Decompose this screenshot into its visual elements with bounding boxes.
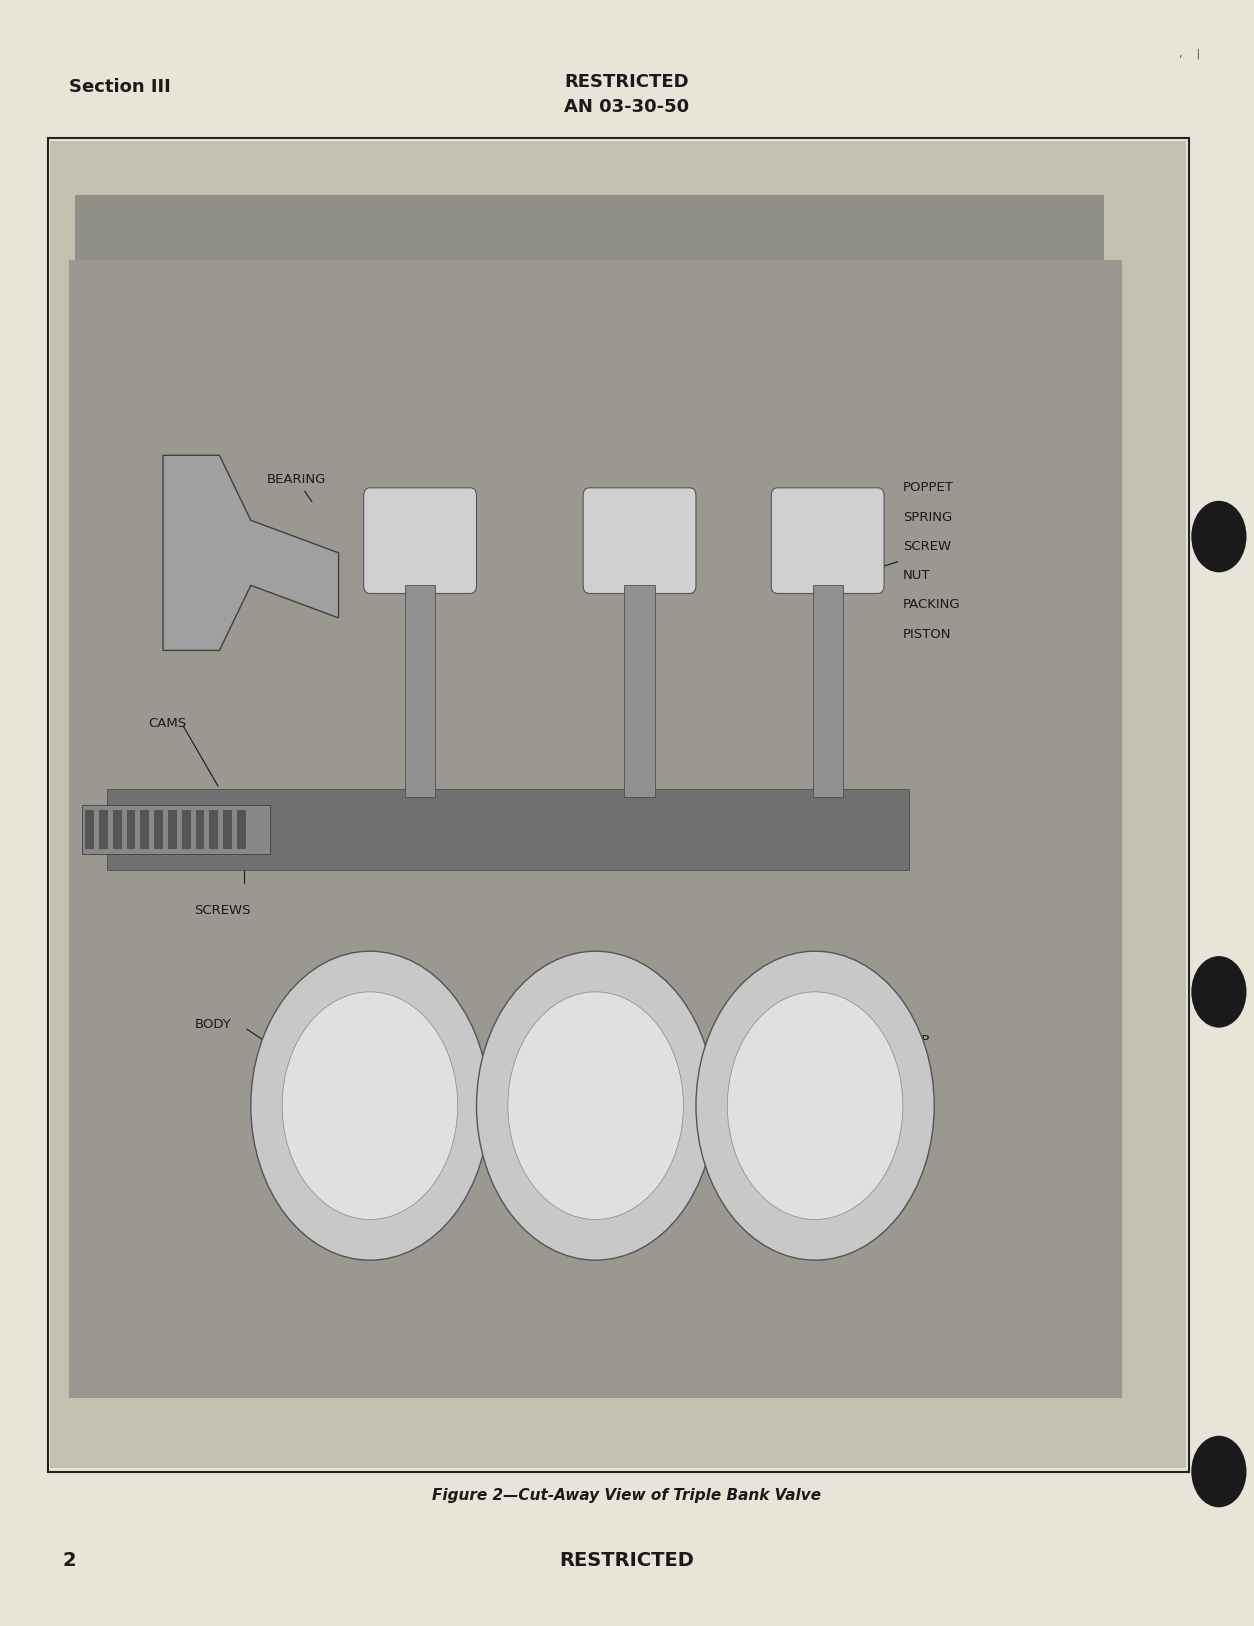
- Circle shape: [477, 951, 715, 1260]
- Bar: [624, 585, 655, 797]
- Text: 2: 2: [63, 1551, 76, 1571]
- Text: Section III: Section III: [69, 78, 171, 96]
- Circle shape: [251, 951, 489, 1260]
- Bar: [99, 810, 108, 849]
- Bar: [209, 810, 218, 849]
- Bar: [168, 810, 177, 849]
- Text: PACKING: PACKING: [903, 598, 961, 611]
- Text: BODY: BODY: [194, 1018, 231, 1031]
- Bar: [405, 585, 435, 797]
- Bar: [182, 810, 191, 849]
- Bar: [82, 805, 270, 854]
- Bar: [50, 141, 1186, 1468]
- Bar: [813, 585, 843, 797]
- Circle shape: [1191, 956, 1246, 1028]
- Polygon shape: [163, 455, 339, 650]
- Text: ,    |: , |: [1179, 49, 1200, 59]
- Circle shape: [1191, 501, 1246, 572]
- FancyBboxPatch shape: [107, 789, 909, 870]
- Text: PISTON: PISTON: [903, 628, 952, 641]
- Bar: [140, 810, 149, 849]
- Text: RESTRICTED: RESTRICTED: [559, 1551, 695, 1571]
- Text: NUT: NUT: [903, 569, 930, 582]
- Text: SPRING: SPRING: [903, 511, 952, 524]
- Bar: [154, 810, 163, 849]
- Circle shape: [1191, 1436, 1246, 1507]
- Text: SCREW: SCREW: [903, 540, 951, 553]
- Bar: [127, 810, 135, 849]
- FancyBboxPatch shape: [771, 488, 884, 593]
- Text: POPPET: POPPET: [903, 481, 954, 494]
- FancyBboxPatch shape: [69, 260, 1122, 1398]
- Bar: [85, 810, 94, 849]
- Circle shape: [727, 992, 903, 1220]
- Text: RESTRICTED: RESTRICTED: [564, 73, 690, 91]
- Bar: [196, 810, 204, 849]
- Bar: [113, 810, 122, 849]
- Text: CAP: CAP: [903, 1034, 929, 1047]
- Circle shape: [508, 992, 683, 1220]
- Text: Figure 2—Cut-Away View of Triple Bank Valve: Figure 2—Cut-Away View of Triple Bank Va…: [433, 1488, 821, 1502]
- FancyBboxPatch shape: [583, 488, 696, 593]
- Text: BEARING: BEARING: [267, 473, 326, 502]
- Bar: [75, 195, 1104, 1301]
- Bar: [223, 810, 232, 849]
- Text: AN 03-30-50: AN 03-30-50: [564, 98, 690, 115]
- Bar: [48, 138, 1189, 1472]
- Bar: [237, 810, 246, 849]
- FancyBboxPatch shape: [364, 488, 477, 593]
- Circle shape: [282, 992, 458, 1220]
- Bar: [50, 141, 1186, 1468]
- Text: SCREWS: SCREWS: [194, 904, 251, 917]
- Text: CAMS: CAMS: [148, 717, 186, 730]
- Circle shape: [696, 951, 934, 1260]
- Text: GASKET: GASKET: [825, 1080, 878, 1093]
